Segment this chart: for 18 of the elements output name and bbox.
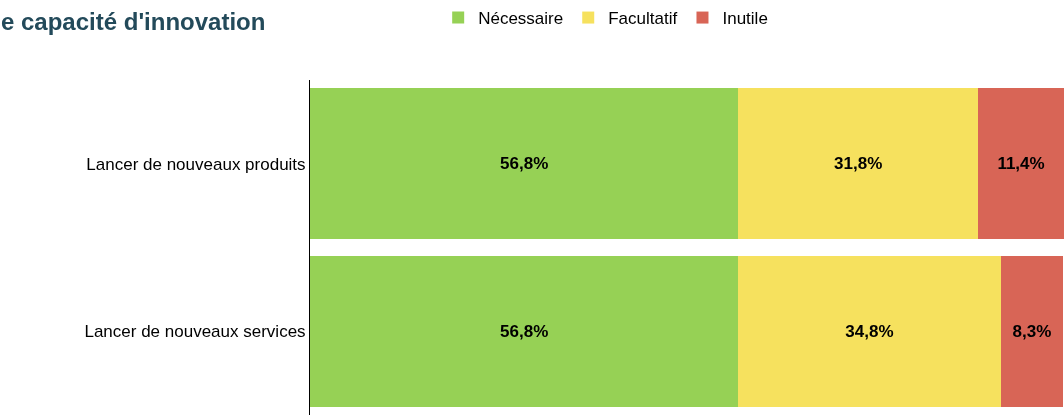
bar xyxy=(310,88,739,240)
legend-label: Facultatif xyxy=(608,9,678,29)
y-tick-label: Lancer de nouveaux services xyxy=(84,322,306,342)
bar xyxy=(1000,255,1064,407)
data-label: 11,4% xyxy=(997,154,1045,174)
legend-label: Inutile xyxy=(722,9,768,29)
chart-title: e capacité d'innovation xyxy=(1,8,266,35)
data-label: 34,8% xyxy=(845,321,894,341)
bar xyxy=(738,255,1001,407)
bar xyxy=(978,88,1064,240)
bar xyxy=(310,255,739,407)
legend-label: Nécessaire xyxy=(478,9,564,29)
data-label: 56,8% xyxy=(500,321,549,341)
bar xyxy=(738,88,979,240)
data-label: 56,8% xyxy=(500,154,549,174)
y-tick-label: Lancer de nouveaux produits xyxy=(86,154,306,174)
data-label: 31,8% xyxy=(834,154,883,174)
data-label: 8,3% xyxy=(1012,321,1052,341)
